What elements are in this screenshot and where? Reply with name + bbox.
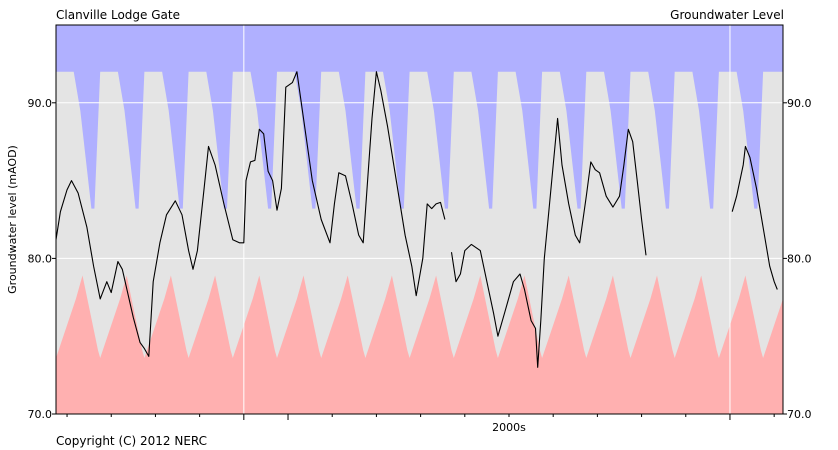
chart-title: Groundwater Level (670, 8, 784, 22)
axis-ticks: 70.0 70.0 80.0 80.0 90.0 90.0 2000s (28, 97, 812, 434)
y-tick-label-right: 80.0 (787, 252, 812, 265)
lower-band-layer (56, 275, 783, 414)
y-tick-label-right: 90.0 (787, 97, 812, 110)
y-tick-label-left: 80.0 (28, 252, 53, 265)
y-axis-label: Groundwater level (mAOD) (6, 145, 19, 294)
copyright-text: Copyright (C) 2012 NERC (56, 434, 208, 448)
lower-band-area (56, 275, 783, 414)
series-line (450, 117, 647, 368)
series-layer (55, 71, 778, 368)
upper-band-layer (56, 25, 783, 209)
series-line (731, 145, 778, 290)
series-line (55, 71, 446, 357)
y-tick-label-left: 70.0 (28, 408, 53, 421)
y-tick-label-right: 70.0 (787, 408, 812, 421)
upper-band-area (56, 25, 783, 209)
y-tick-label-left: 90.0 (28, 97, 53, 110)
x-tick-label: 2000s (492, 421, 526, 434)
plot-frame (55, 24, 784, 415)
site-title: Clanville Lodge Gate (56, 8, 180, 22)
gridlines (56, 25, 783, 414)
